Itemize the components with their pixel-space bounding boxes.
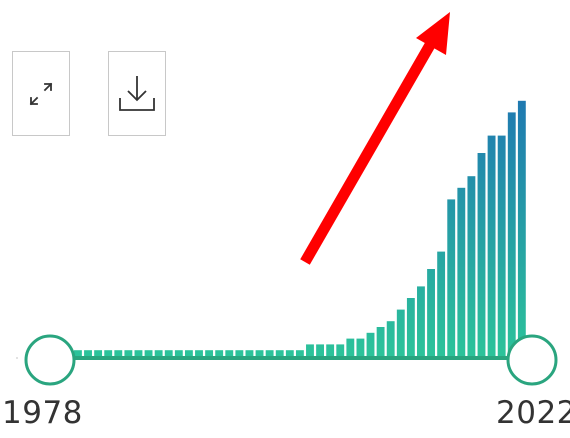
range-handle-end[interactable]	[506, 334, 558, 386]
histogram-bar-1987	[164, 350, 173, 356]
histogram-bar-1990	[195, 350, 203, 356]
bars-group	[74, 100, 526, 357]
histogram-bar-2019	[487, 135, 496, 356]
histogram-bar-2009	[386, 321, 395, 356]
histogram-bar-1995	[245, 350, 254, 356]
download-button[interactable]	[108, 51, 166, 136]
histogram-bar-1991	[205, 350, 214, 356]
range-start-label: 1978	[2, 395, 83, 431]
histogram-bar-2010	[396, 309, 405, 356]
histogram-bar-1988	[174, 350, 183, 356]
histogram-bar-2012	[417, 286, 425, 356]
histogram-bar-1983	[124, 350, 133, 356]
histogram-bar-2016	[457, 187, 466, 356]
histogram-bar-2020	[497, 135, 506, 356]
histogram-bar-2022	[517, 100, 526, 356]
histogram-bar-2002	[316, 344, 324, 356]
histogram-bar-2005	[346, 338, 355, 356]
histogram-bar-2011	[406, 298, 415, 356]
histogram-bar-1982	[114, 350, 123, 356]
histogram-bar-2000	[295, 350, 304, 356]
range-end-label: 2022	[496, 395, 570, 431]
histogram-bar-1994	[235, 350, 244, 356]
histogram-bar-1986	[154, 350, 163, 356]
histogram-bar-2013	[427, 269, 435, 356]
histogram-bar-1980	[94, 350, 103, 356]
histogram-bar-2017	[467, 176, 476, 356]
expand-button[interactable]	[12, 51, 70, 136]
histogram-bar-1993	[225, 350, 234, 356]
histogram-bar-2021	[507, 112, 516, 357]
histogram-bar-2018	[477, 153, 486, 356]
annotation-arrow	[300, 12, 450, 265]
download-icon	[119, 75, 155, 111]
histogram-bar-2003	[326, 344, 335, 356]
histogram-bar-1992	[215, 350, 224, 356]
histogram-bar-2004	[336, 344, 345, 356]
histogram-bar-2001	[306, 344, 314, 356]
histogram-bar-1981	[104, 350, 113, 356]
histogram-bar-2007	[366, 332, 375, 356]
histogram-bar-2014	[437, 251, 446, 356]
expand-arrows-icon	[29, 82, 53, 105]
histogram-bar-2008	[376, 327, 385, 356]
histogram-bar-1984	[134, 350, 143, 356]
histogram-bar-1999	[285, 350, 294, 356]
histogram-bar-1997	[265, 350, 274, 356]
histogram-bar-1979	[84, 350, 92, 356]
histogram-bar-2015	[447, 199, 456, 356]
range-handle-start[interactable]	[24, 334, 76, 386]
histogram-bar-1996	[255, 350, 264, 356]
histogram-bar-1998	[275, 350, 284, 356]
histogram-bar-2006	[356, 338, 365, 356]
histogram-bar-1978	[74, 350, 82, 356]
histogram-bar-1989	[184, 350, 193, 356]
histogram-bar-1985	[144, 350, 153, 356]
